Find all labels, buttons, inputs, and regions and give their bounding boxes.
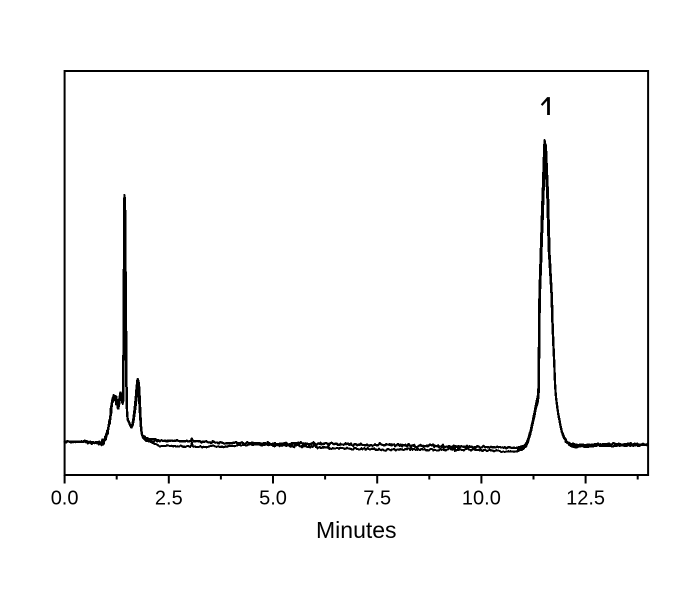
svg-text:0.0: 0.0 [51,488,79,510]
svg-text:10.0: 10.0 [462,488,501,510]
svg-text:12.5: 12.5 [566,488,605,510]
svg-text:7.5: 7.5 [363,488,391,510]
svg-text:Minutes: Minutes [316,517,397,543]
svg-text:5.0: 5.0 [259,488,287,510]
svg-text:2.5: 2.5 [155,488,183,510]
